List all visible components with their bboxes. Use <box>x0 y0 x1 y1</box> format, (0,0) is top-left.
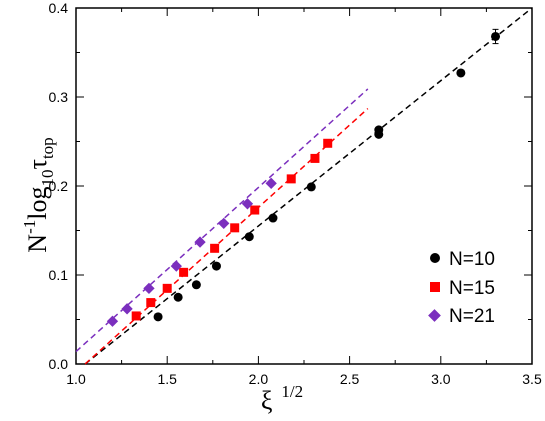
y-title-sup: -1 <box>20 220 39 234</box>
data-point <box>143 282 155 295</box>
y-tick-label: 0.0 <box>49 356 69 372</box>
data-point <box>230 223 240 233</box>
data-point <box>194 236 206 248</box>
data-point <box>173 292 183 302</box>
y-title-sub2: top <box>38 137 57 159</box>
data-point <box>191 280 201 290</box>
legend-label-n21: N=21 <box>449 306 495 327</box>
data-point <box>250 205 260 215</box>
data-point <box>265 177 277 189</box>
legend: N=10 N=15 N=21 <box>428 249 495 327</box>
data-point <box>244 232 254 242</box>
axis-ticks: 1.0 1.5 2.0 2.5 3.0 3.5 0.0 0.1 0.2 0.3 0.4 <box>49 0 542 387</box>
data-point <box>268 213 278 223</box>
data-point <box>456 68 466 78</box>
x-tick-label: 3.0 <box>431 371 451 387</box>
data-point <box>211 261 221 271</box>
y-axis-title: N-1log10τtop <box>20 137 57 252</box>
legend-marker-n10 <box>430 253 440 263</box>
data-point <box>491 31 501 41</box>
data-point <box>106 315 119 327</box>
y-title-mid: log <box>23 187 52 220</box>
y-tick-label: 0.1 <box>49 267 69 283</box>
legend-label-n10: N=10 <box>449 249 495 270</box>
x-axis-title-main: ξ <box>261 386 273 415</box>
data-point <box>286 174 296 184</box>
data-point <box>374 125 384 135</box>
y-title-main: N <box>23 234 52 253</box>
y-tick-label: 0.4 <box>49 0 69 16</box>
data-point <box>131 311 141 321</box>
x-tick-label: 2.0 <box>249 371 269 387</box>
x-tick-label: 1.0 <box>66 371 86 387</box>
data-point <box>306 182 316 192</box>
data-point <box>146 298 156 308</box>
legend-label-n15: N=15 <box>449 278 495 299</box>
data-point <box>210 243 220 253</box>
data-point <box>323 138 333 148</box>
data-point <box>170 260 182 272</box>
data-point <box>241 198 254 210</box>
legend-marker-n21 <box>428 309 441 322</box>
data-point <box>179 267 189 277</box>
y-tick-label: 0.2 <box>49 178 69 194</box>
x-axis-title-sup: 1/2 <box>281 382 303 401</box>
data-point <box>121 303 133 315</box>
y-tick-label: 0.3 <box>49 89 69 105</box>
legend-marker-n15 <box>430 282 440 292</box>
data-points <box>106 28 501 327</box>
data-point <box>153 312 163 322</box>
data-point <box>310 153 320 163</box>
y-title-sub1: 10 <box>38 170 57 187</box>
x-tick-label: 1.5 <box>157 371 177 387</box>
y-title-tau: τ <box>23 159 52 169</box>
fit-line <box>84 108 369 365</box>
data-point <box>218 217 230 230</box>
x-axis-title: ξ 1/2 <box>261 382 303 415</box>
x-tick-label: 2.5 <box>340 371 360 387</box>
x-tick-label: 3.5 <box>522 371 542 387</box>
data-point <box>162 283 172 293</box>
